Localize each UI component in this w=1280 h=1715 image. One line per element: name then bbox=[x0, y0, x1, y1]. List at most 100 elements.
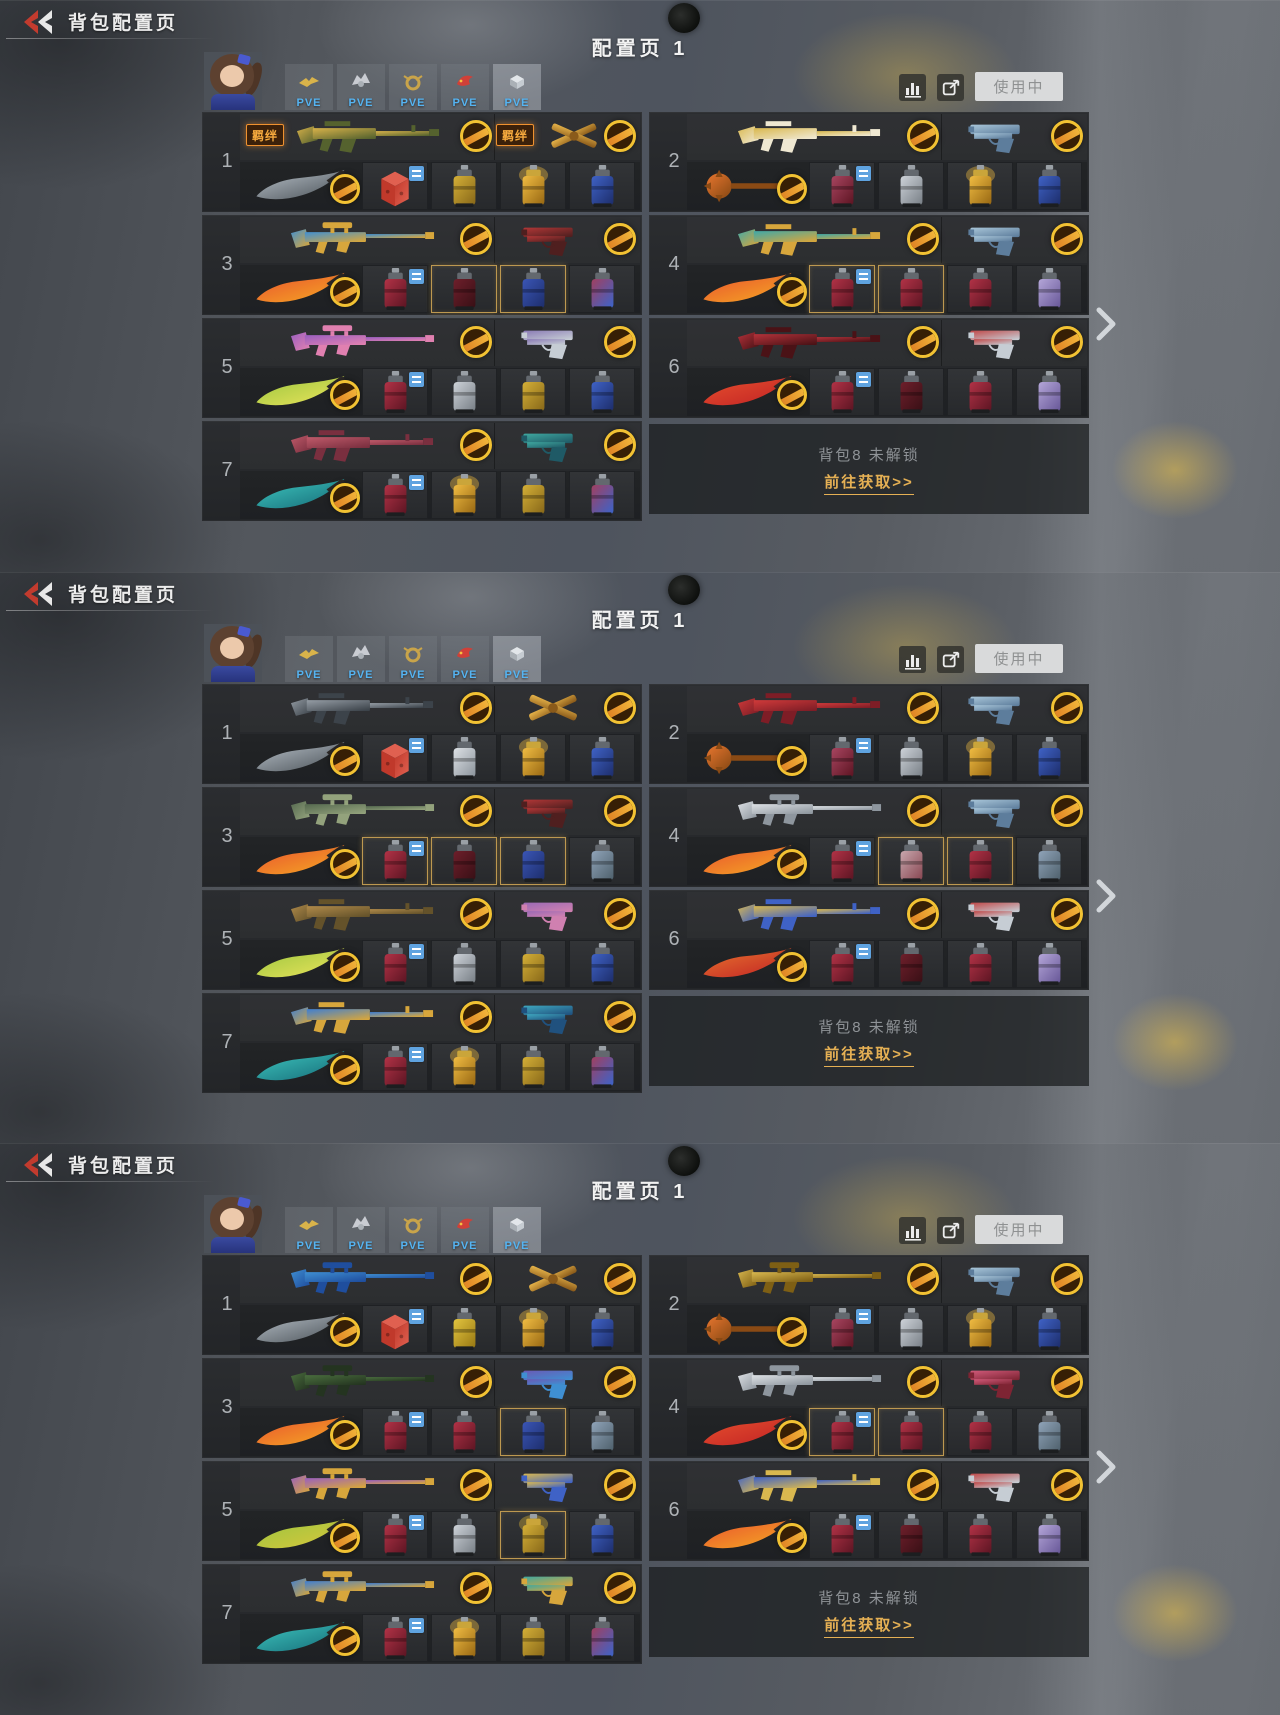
item-slot[interactable] bbox=[947, 940, 1013, 988]
item-slot[interactable] bbox=[362, 265, 428, 313]
loadout-tab-gold-wings[interactable]: PVE bbox=[285, 64, 333, 110]
item-slot[interactable] bbox=[878, 837, 944, 885]
item-slot[interactable] bbox=[809, 1408, 875, 1456]
secondary-weapon[interactable] bbox=[965, 1466, 1025, 1504]
item-slot[interactable] bbox=[878, 162, 944, 210]
item-slot[interactable] bbox=[362, 1043, 428, 1091]
loadout-tab-gold-ring[interactable]: PVE bbox=[389, 64, 437, 110]
primary-weapon[interactable] bbox=[288, 1567, 438, 1609]
secondary-weapon[interactable] bbox=[518, 426, 578, 464]
item-slot[interactable] bbox=[500, 1511, 566, 1559]
item-slot[interactable] bbox=[809, 265, 875, 313]
avatar[interactable] bbox=[204, 1195, 262, 1253]
in-use-button[interactable]: 使用中 bbox=[975, 1215, 1063, 1244]
item-slot[interactable] bbox=[569, 1614, 635, 1662]
locked-action-link[interactable]: 前往获取>> bbox=[824, 1614, 914, 1638]
loadout-tab-gold-wings[interactable]: PVE bbox=[285, 1207, 333, 1253]
item-slot[interactable] bbox=[878, 368, 944, 416]
item-slot[interactable] bbox=[809, 837, 875, 885]
item-slot[interactable] bbox=[947, 368, 1013, 416]
item-slot[interactable] bbox=[878, 940, 944, 988]
stats-button[interactable] bbox=[899, 1217, 926, 1244]
primary-weapon[interactable] bbox=[288, 218, 438, 260]
share-button[interactable] bbox=[937, 1217, 964, 1244]
item-slot[interactable] bbox=[878, 1305, 944, 1353]
item-slot[interactable] bbox=[809, 1511, 875, 1559]
secondary-weapon[interactable] bbox=[965, 792, 1025, 830]
primary-weapon[interactable] bbox=[288, 687, 438, 729]
item-slot[interactable] bbox=[809, 734, 875, 782]
secondary-weapon[interactable] bbox=[965, 117, 1025, 155]
loadout-tab-red-dragon[interactable]: PVE bbox=[441, 636, 489, 682]
secondary-weapon[interactable] bbox=[520, 686, 586, 730]
item-slot[interactable] bbox=[431, 1305, 497, 1353]
primary-weapon[interactable] bbox=[288, 1464, 438, 1506]
stats-button[interactable] bbox=[899, 646, 926, 673]
item-slot[interactable] bbox=[878, 734, 944, 782]
item-slot[interactable] bbox=[569, 1305, 635, 1353]
item-slot[interactable] bbox=[431, 471, 497, 519]
back-button[interactable]: 背包配置页 bbox=[22, 8, 178, 35]
item-slot[interactable] bbox=[500, 734, 566, 782]
locked-action-link[interactable]: 前往获取>> bbox=[824, 471, 914, 495]
item-slot[interactable] bbox=[362, 1408, 428, 1456]
primary-weapon[interactable] bbox=[288, 893, 438, 935]
secondary-weapon[interactable] bbox=[518, 1569, 578, 1607]
item-slot[interactable] bbox=[878, 1511, 944, 1559]
secondary-weapon[interactable] bbox=[518, 220, 578, 258]
secondary-weapon[interactable] bbox=[518, 792, 578, 830]
item-slot[interactable] bbox=[569, 1511, 635, 1559]
primary-weapon[interactable] bbox=[288, 1258, 438, 1300]
next-page-arrow[interactable] bbox=[1094, 878, 1118, 914]
primary-weapon[interactable] bbox=[288, 424, 438, 466]
secondary-weapon[interactable] bbox=[518, 323, 578, 361]
item-slot[interactable] bbox=[569, 940, 635, 988]
item-slot[interactable] bbox=[947, 734, 1013, 782]
next-page-arrow[interactable] bbox=[1094, 1449, 1118, 1485]
item-slot[interactable] bbox=[947, 265, 1013, 313]
share-button[interactable] bbox=[937, 646, 964, 673]
item-slot[interactable] bbox=[1016, 162, 1082, 210]
item-slot[interactable] bbox=[947, 837, 1013, 885]
item-slot[interactable] bbox=[362, 940, 428, 988]
item-slot[interactable] bbox=[947, 162, 1013, 210]
item-slot[interactable] bbox=[500, 1305, 566, 1353]
item-slot[interactable] bbox=[947, 1408, 1013, 1456]
primary-weapon[interactable] bbox=[735, 687, 885, 729]
primary-weapon[interactable] bbox=[288, 996, 438, 1038]
primary-weapon[interactable] bbox=[735, 1464, 885, 1506]
item-slot[interactable] bbox=[362, 471, 428, 519]
loadout-tab-silver-skull[interactable]: PVE bbox=[337, 636, 385, 682]
loadout-tab-silver-block[interactable]: PVE bbox=[493, 64, 541, 110]
loadout-tab-gold-ring[interactable]: PVE bbox=[389, 636, 437, 682]
locked-action-link[interactable]: 前往获取>> bbox=[824, 1043, 914, 1067]
loadout-tab-silver-block[interactable]: PVE bbox=[493, 1207, 541, 1253]
primary-weapon[interactable] bbox=[735, 115, 885, 157]
secondary-weapon[interactable] bbox=[965, 1363, 1025, 1401]
loadout-tab-red-dragon[interactable]: PVE bbox=[441, 1207, 489, 1253]
primary-weapon[interactable] bbox=[735, 1258, 885, 1300]
item-slot[interactable] bbox=[569, 734, 635, 782]
item-slot[interactable] bbox=[362, 368, 428, 416]
item-slot[interactable] bbox=[947, 1511, 1013, 1559]
item-slot[interactable] bbox=[878, 1408, 944, 1456]
primary-weapon[interactable] bbox=[288, 321, 438, 363]
item-slot[interactable] bbox=[569, 471, 635, 519]
loadout-tab-silver-block[interactable]: PVE bbox=[493, 636, 541, 682]
primary-weapon[interactable] bbox=[735, 790, 885, 832]
loadout-tab-silver-skull[interactable]: PVE bbox=[337, 64, 385, 110]
item-slot[interactable] bbox=[569, 265, 635, 313]
item-slot[interactable] bbox=[1016, 1408, 1082, 1456]
item-slot[interactable] bbox=[569, 162, 635, 210]
primary-weapon[interactable] bbox=[735, 1361, 885, 1403]
item-slot[interactable] bbox=[1016, 265, 1082, 313]
primary-weapon[interactable] bbox=[735, 218, 885, 260]
secondary-weapon[interactable] bbox=[965, 323, 1025, 361]
secondary-weapon[interactable] bbox=[965, 220, 1025, 258]
in-use-button[interactable]: 使用中 bbox=[975, 644, 1063, 673]
primary-weapon[interactable] bbox=[288, 790, 438, 832]
back-button[interactable]: 背包配置页 bbox=[22, 1151, 178, 1178]
item-slot[interactable] bbox=[500, 1043, 566, 1091]
item-slot[interactable] bbox=[500, 471, 566, 519]
item-slot[interactable] bbox=[1016, 1511, 1082, 1559]
